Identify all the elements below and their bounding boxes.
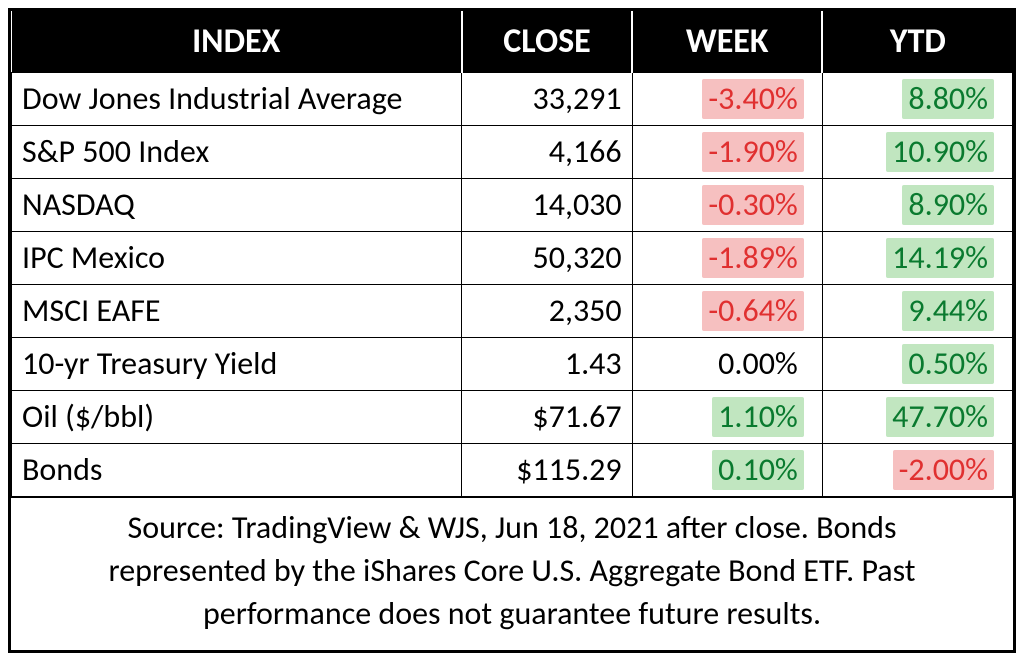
- close-cell: 50,320: [462, 232, 632, 285]
- week-cell: -3.40%: [632, 73, 822, 126]
- header-row: INDEX CLOSE WEEK YTD: [12, 11, 1013, 73]
- ytd-cell: 8.90%: [822, 179, 1012, 232]
- ytd-cell: 0.50%: [822, 338, 1012, 391]
- ytd-value: 9.44%: [902, 291, 994, 331]
- week-value: 1.10%: [712, 397, 804, 437]
- ytd-cell: -2.00%: [822, 444, 1012, 498]
- close-cell: 1.43: [462, 338, 632, 391]
- table-row: MSCI EAFE2,350 -0.64% 9.44%: [12, 285, 1013, 338]
- ytd-cell: 10.90%: [822, 126, 1012, 179]
- header-ytd: YTD: [822, 11, 1012, 73]
- table-row: Bonds$115.29 0.10% -2.00%: [12, 444, 1013, 498]
- index-name-cell: S&P 500 Index: [12, 126, 462, 179]
- ytd-cell: 47.70%: [822, 391, 1012, 444]
- close-cell: $71.67: [462, 391, 632, 444]
- header-close: CLOSE: [462, 11, 632, 73]
- table-row: Dow Jones Industrial Average33,291 -3.40%…: [12, 73, 1013, 126]
- ytd-cell: 8.80%: [822, 73, 1012, 126]
- week-value: 0.10%: [712, 450, 804, 490]
- week-value: -3.40%: [702, 79, 803, 119]
- week-value: -1.90%: [702, 132, 803, 172]
- index-name-cell: Dow Jones Industrial Average: [12, 73, 462, 126]
- week-value: 0.00%: [712, 344, 804, 384]
- ytd-cell: 14.19%: [822, 232, 1012, 285]
- table-row: Oil ($/bbl)$71.67 1.10% 47.70%: [12, 391, 1013, 444]
- header-index: INDEX: [12, 11, 462, 73]
- close-cell: 4,166: [462, 126, 632, 179]
- index-name-cell: 10-yr Treasury Yield: [12, 338, 462, 391]
- index-name-cell: MSCI EAFE: [12, 285, 462, 338]
- ytd-value: 8.90%: [902, 185, 994, 225]
- market-table: INDEX CLOSE WEEK YTD Dow Jones Industria…: [11, 11, 1013, 650]
- week-cell: 0.10%: [632, 444, 822, 498]
- index-name-cell: NASDAQ: [12, 179, 462, 232]
- close-cell: 2,350: [462, 285, 632, 338]
- table-row: IPC Mexico50,320 -1.89% 14.19%: [12, 232, 1013, 285]
- week-cell: 0.00%: [632, 338, 822, 391]
- table-row: 10-yr Treasury Yield1.43 0.00% 0.50%: [12, 338, 1013, 391]
- table-body: Dow Jones Industrial Average33,291 -3.40%…: [12, 73, 1013, 498]
- index-name-cell: Bonds: [12, 444, 462, 498]
- index-name-cell: IPC Mexico: [12, 232, 462, 285]
- close-cell: $115.29: [462, 444, 632, 498]
- table-row: NASDAQ14,030 -0.30% 8.90%: [12, 179, 1013, 232]
- market-table-container: INDEX CLOSE WEEK YTD Dow Jones Industria…: [8, 8, 1016, 653]
- table-footnote: Source: TradingView & WJS, Jun 18, 2021 …: [12, 497, 1013, 650]
- week-value: -0.64%: [702, 291, 803, 331]
- ytd-value: 8.80%: [902, 79, 994, 119]
- ytd-value: -2.00%: [893, 450, 994, 490]
- index-name-cell: Oil ($/bbl): [12, 391, 462, 444]
- ytd-value: 14.19%: [886, 238, 994, 278]
- week-cell: -1.89%: [632, 232, 822, 285]
- week-value: -0.30%: [702, 185, 803, 225]
- ytd-cell: 9.44%: [822, 285, 1012, 338]
- close-cell: 14,030: [462, 179, 632, 232]
- ytd-value: 47.70%: [886, 397, 994, 437]
- header-week: WEEK: [632, 11, 822, 73]
- week-cell: -0.30%: [632, 179, 822, 232]
- close-cell: 33,291: [462, 73, 632, 126]
- week-cell: -1.90%: [632, 126, 822, 179]
- week-cell: -0.64%: [632, 285, 822, 338]
- week-value: -1.89%: [702, 238, 803, 278]
- ytd-value: 10.90%: [886, 132, 994, 172]
- ytd-value: 0.50%: [902, 344, 994, 384]
- table-row: S&P 500 Index4,166 -1.90% 10.90%: [12, 126, 1013, 179]
- week-cell: 1.10%: [632, 391, 822, 444]
